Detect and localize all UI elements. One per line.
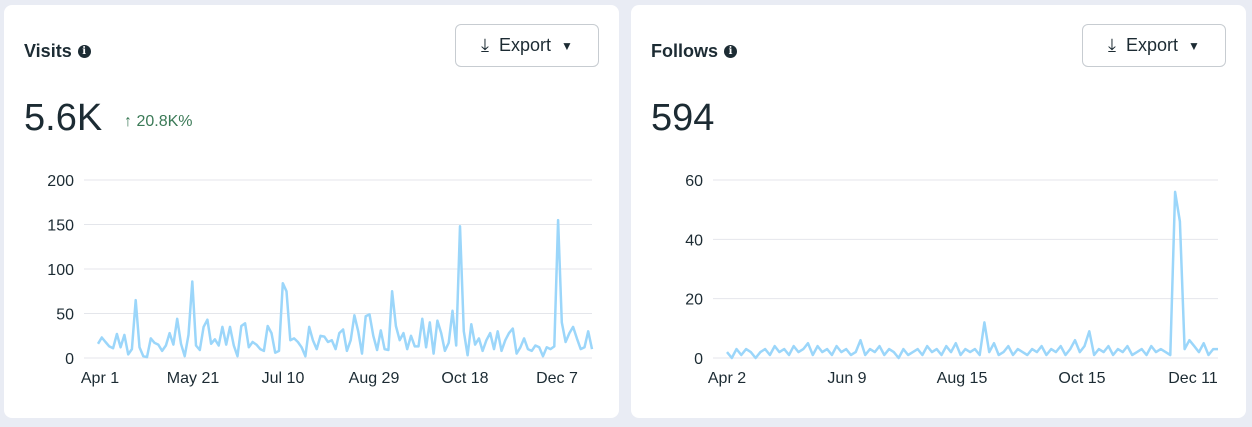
y-tick-label: 200 (47, 173, 74, 190)
info-icon[interactable]: i (724, 45, 737, 58)
download-icon: ⤓ (1108, 35, 1117, 55)
y-tick-label: 100 (47, 262, 74, 279)
x-tick-label: Oct 15 (1058, 370, 1105, 387)
card-title: Follows (651, 41, 718, 61)
download-icon: ⤓ (481, 35, 490, 55)
y-tick-label: 0 (65, 351, 74, 368)
x-tick-label: Dec 11 (1168, 370, 1218, 387)
visits-card: Visits i ⤓ Export ▼ 5.6K ↑ 20.8K% 0 50 100 150… (4, 5, 619, 418)
x-tick-label: Apr 2 (708, 370, 746, 387)
info-icon[interactable]: i (77, 45, 91, 58)
x-tick-label: Aug 29 (349, 370, 400, 387)
caret-down-icon: ▼ (561, 38, 573, 53)
series-line (96, 218, 594, 359)
export-button[interactable]: ⤓ Export ▼ (1082, 24, 1226, 67)
visits-delta: ↑ 20.8K% (124, 113, 193, 130)
follows-chart: 0 20 40 60 Apr 2 Jun 9 Aug 15 Oct 15 Dec 11 (685, 173, 1218, 387)
x-tick-label: Jul 10 (262, 370, 305, 387)
series-line (726, 190, 1218, 360)
export-button[interactable]: ⤓ Export ▼ (455, 24, 599, 67)
y-tick-label: 60 (685, 173, 703, 190)
x-tick-label: Oct 18 (441, 370, 488, 387)
y-tick-label: 150 (47, 218, 74, 235)
y-tick-label: 0 (694, 351, 703, 368)
x-tick-label: Jun 9 (827, 370, 866, 387)
x-tick-label: Apr 1 (81, 370, 119, 387)
x-tick-label: Dec 7 (536, 370, 578, 387)
y-tick-label: 20 (685, 292, 703, 309)
caret-down-icon: ▼ (1188, 38, 1200, 53)
x-tick-label: May 21 (167, 370, 220, 387)
x-tick-label: Aug 15 (937, 370, 988, 387)
follows-total: 594 (651, 97, 715, 139)
arrow-up-icon: ↑ (124, 113, 132, 130)
visits-chart: 0 50 100 150 200 Apr 1 May 21 Jul 10 Aug 29 Oct 1… (47, 173, 594, 387)
y-tick-label: 40 (685, 232, 703, 249)
visits-total: 5.6K (24, 97, 103, 139)
y-tick-label: 50 (56, 307, 74, 324)
card-title: Visits (24, 41, 72, 61)
follows-card: Follows i ⤓ Export ▼ 594 0 20 40 60 Apr 2 Jun 9 A… (631, 5, 1246, 418)
